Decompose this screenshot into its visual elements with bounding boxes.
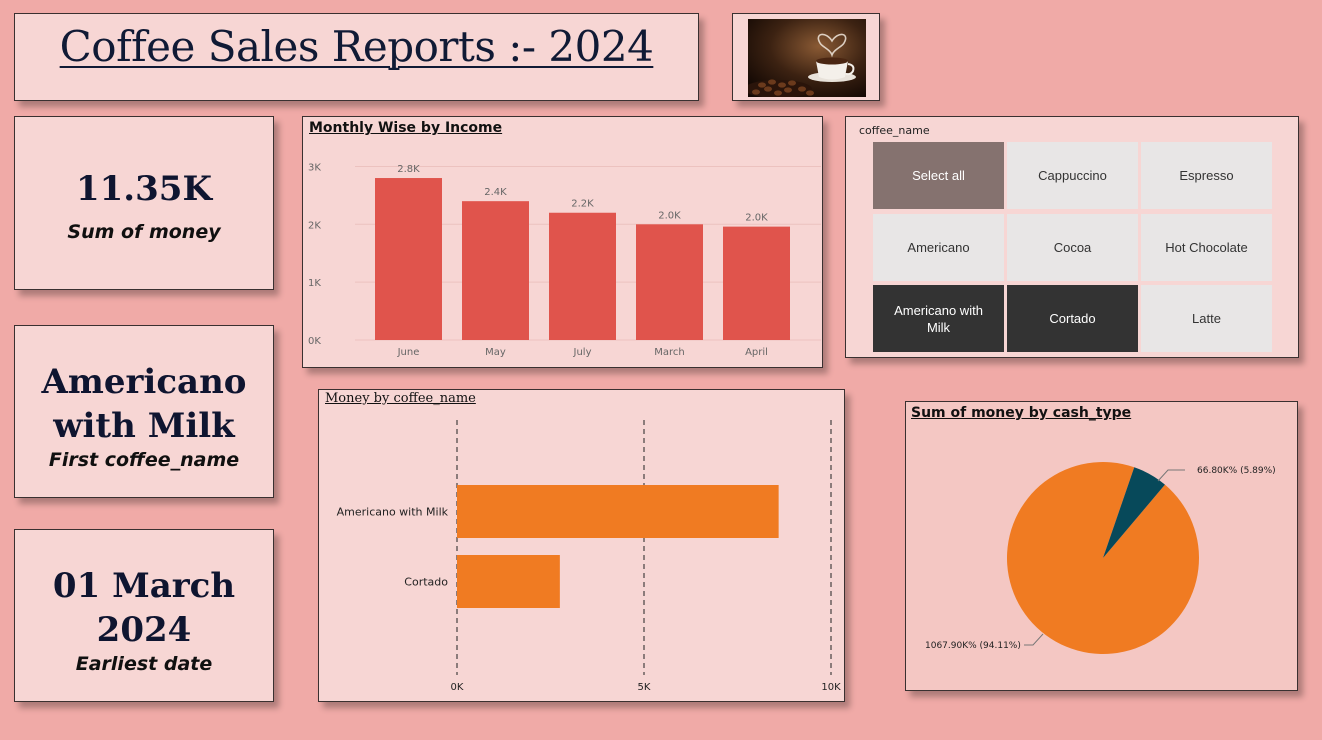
kpi-first-coffee-name: Americano with Milk First coffee_name bbox=[14, 325, 274, 498]
coffee-name-slicer: coffee_name Select all Cappuccino Espresso… bbox=[845, 116, 1299, 358]
pie-leader-line bbox=[1024, 633, 1044, 646]
pie-data-label: 1067.90K% (94.11%) bbox=[925, 641, 1021, 651]
kpi-value-line1: 01 March bbox=[52, 566, 236, 606]
data-label: 2.8K bbox=[397, 164, 420, 175]
pie-data-label: 66.80K% (5.89%) bbox=[1197, 466, 1276, 476]
chart-title: Money by coffee_name bbox=[325, 391, 476, 406]
coffee-cup-photo-icon bbox=[748, 19, 866, 97]
x-tick-label: May bbox=[485, 347, 506, 358]
slicer-option-hot-chocolate[interactable]: Hot Chocolate bbox=[1141, 213, 1272, 281]
pie-leader-line bbox=[1157, 469, 1185, 482]
data-label: 2.4K bbox=[484, 187, 507, 198]
x-tick-label: 0K bbox=[451, 682, 464, 693]
kpi-value-line2: 2024 bbox=[96, 610, 192, 650]
bar bbox=[549, 212, 616, 340]
data-label: 2.0K bbox=[658, 210, 681, 221]
monthly-income-bar-chart: 0K 1K 2K 3K 2.8K June 2.4K May 2.2K July 2.0K March… bbox=[308, 162, 821, 358]
money-by-coffee-chart-card: Money by coffee_name 0K 5K 10K Americano wi… bbox=[318, 389, 845, 702]
kpi-sum-of-money: 11.35K Sum of money bbox=[14, 116, 274, 290]
x-tick-label: June bbox=[397, 347, 420, 358]
title-card: Coffee Sales Reports :- 2024 bbox=[14, 13, 699, 101]
money-by-coffee-bar-chart: 0K 5K 10K Americano with Milk Cortado bbox=[337, 420, 841, 693]
x-tick-label: July bbox=[573, 347, 592, 358]
y-tick-label: 3K bbox=[308, 162, 321, 173]
pie-slice bbox=[1103, 467, 1165, 558]
bar bbox=[723, 226, 790, 340]
x-tick-label: 5K bbox=[638, 682, 651, 693]
pie-slice bbox=[1007, 461, 1199, 654]
y-category-label: Cortado bbox=[404, 576, 448, 589]
kpi-label: First coffee_name bbox=[48, 449, 240, 471]
y-tick-label: 1K bbox=[308, 278, 321, 289]
slicer-option-cocoa[interactable]: Cocoa bbox=[1007, 213, 1138, 281]
kpi-label: Earliest date bbox=[75, 653, 213, 675]
bar bbox=[462, 201, 529, 340]
bar bbox=[375, 178, 442, 340]
kpi-label: Sum of money bbox=[67, 221, 221, 243]
y-category-label: Americano with Milk bbox=[337, 506, 449, 519]
y-tick-label: 2K bbox=[308, 220, 321, 231]
slicer-option-americano[interactable]: Americano bbox=[873, 213, 1004, 281]
kpi-earliest-date: 01 March 2024 Earliest date bbox=[14, 529, 274, 702]
slicer-option-cortado[interactable]: Cortado bbox=[1007, 285, 1138, 352]
y-tick-label: 0K bbox=[308, 336, 321, 347]
x-tick-label: 10K bbox=[821, 682, 841, 693]
slicer-option-select-all[interactable]: Select all bbox=[873, 142, 1004, 209]
data-label: 2.2K bbox=[571, 199, 594, 210]
cash-type-pie-chart: 66.80K% (5.89%) 1067.90K% (94.11%) bbox=[925, 461, 1276, 654]
slicer-option-americano-with-milk[interactable]: Americano with Milk bbox=[873, 285, 1004, 352]
data-label: 2.0K bbox=[745, 213, 768, 224]
bar bbox=[457, 555, 560, 608]
chart-title: Sum of money by cash_type bbox=[911, 405, 1132, 421]
slicer-option-cappuccino[interactable]: Cappuccino bbox=[1007, 142, 1138, 209]
slicer-title: coffee_name bbox=[859, 124, 930, 137]
x-tick-label: April bbox=[745, 347, 768, 358]
monthly-income-chart-card: Monthly Wise by Income 0K 1K 2K 3K 2.8K June 2… bbox=[302, 116, 823, 368]
coffee-image-card bbox=[732, 13, 880, 101]
bar bbox=[457, 485, 779, 538]
slicer-option-latte[interactable]: Latte bbox=[1141, 285, 1272, 352]
kpi-value-line2: with Milk bbox=[53, 406, 235, 446]
bar bbox=[636, 224, 703, 340]
cash-type-pie-card: Sum of money by cash_type 66.80K% (5.89%… bbox=[905, 401, 1298, 691]
x-tick-label: March bbox=[654, 347, 684, 358]
kpi-value-line1: Americano bbox=[41, 362, 247, 402]
chart-title: Monthly Wise by Income bbox=[309, 120, 503, 136]
kpi-value: 11.35K bbox=[75, 169, 213, 209]
report-title: Coffee Sales Reports :- 2024 bbox=[59, 22, 654, 71]
slicer-option-espresso[interactable]: Espresso bbox=[1141, 142, 1272, 209]
